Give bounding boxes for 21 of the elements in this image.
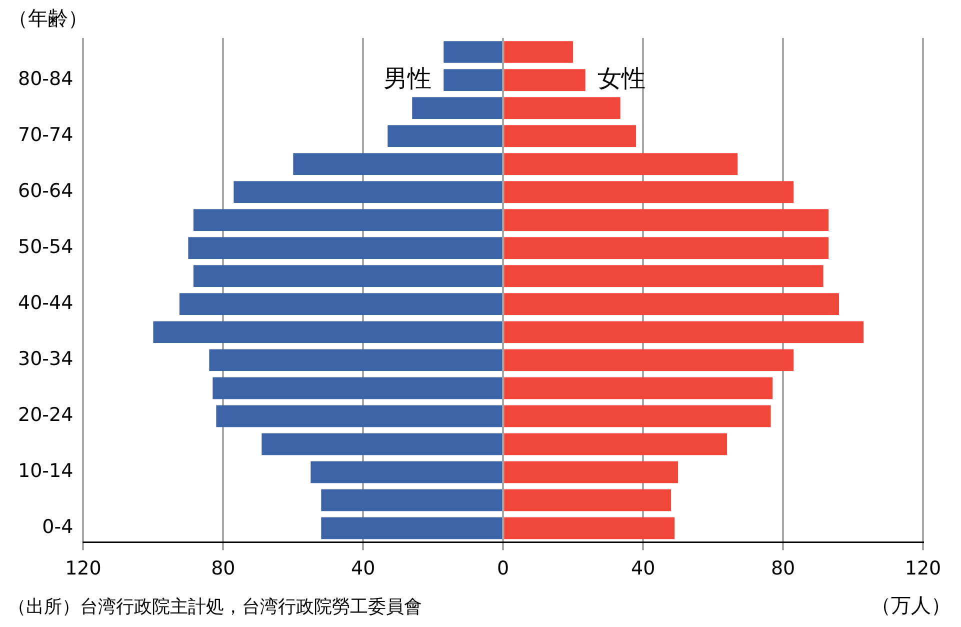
y-tick-label: 30-34 xyxy=(18,348,74,370)
y-axis-title: （年齢） xyxy=(8,6,88,30)
y-tick-label: 50-54 xyxy=(18,236,74,258)
y-tick-label: 20-24 xyxy=(18,404,74,426)
x-tick-label: 120 xyxy=(904,558,942,580)
text: （出所）台湾行政院主計処，台湾行政院勞工委員會 xyxy=(8,596,422,618)
y-tick-label: 40-44 xyxy=(18,292,74,314)
x-tick-label: 40 xyxy=(630,558,656,580)
x-tick-label: 80 xyxy=(770,558,796,580)
y-tick-label: 60-64 xyxy=(18,180,74,202)
y-tick-label: 10-14 xyxy=(18,460,74,482)
x-tick-label: 120 xyxy=(65,558,102,580)
y-tick-label: 80-84 xyxy=(18,68,74,90)
y-tick-label: 70-74 xyxy=(18,124,74,146)
x-axis-title: （万人） xyxy=(871,593,951,618)
series-label: 男性 xyxy=(384,64,432,92)
x-tick-label: 0 xyxy=(497,558,510,580)
y-tick-label: 0-4 xyxy=(42,516,74,538)
series-label: 女性 xyxy=(597,64,646,92)
x-tick-label: 40 xyxy=(351,558,376,580)
x-tick-label: 80 xyxy=(211,558,236,580)
